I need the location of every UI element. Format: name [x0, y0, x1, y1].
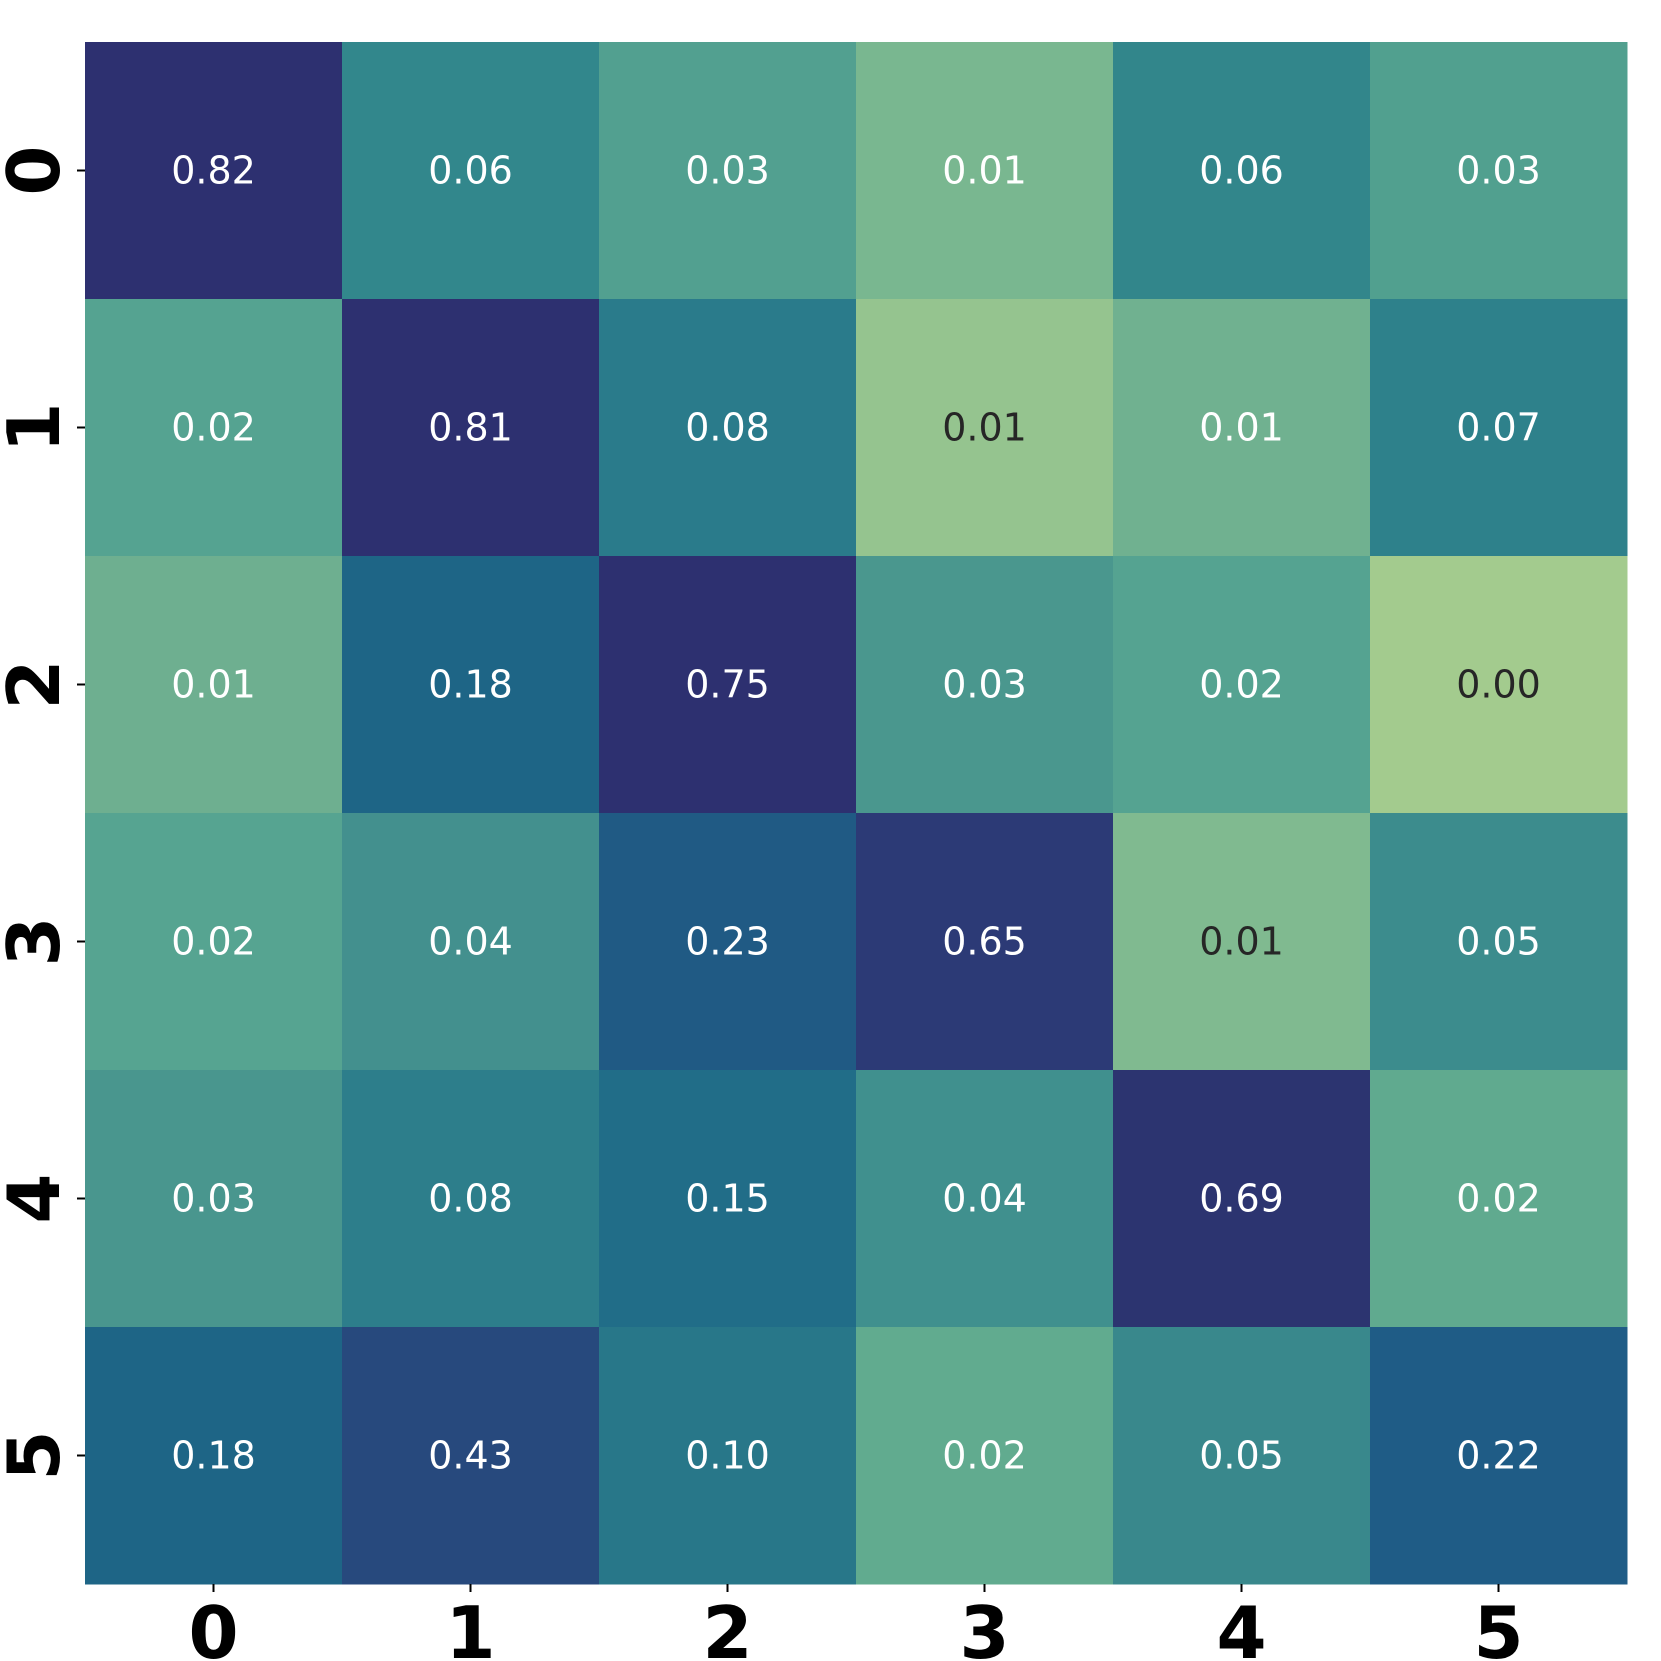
heatmap-cell-3-2 [599, 813, 857, 1071]
cell-value-label-3-0: 0.02 [171, 920, 256, 964]
cell-value-label-0-0: 0.82 [171, 149, 256, 193]
cell-value-label-3-1: 0.04 [428, 920, 513, 964]
heatmap-cell-0-5 [1370, 42, 1628, 300]
heatmap-cell-0-2 [599, 42, 857, 300]
heatmap-cell-3-1 [342, 813, 600, 1071]
cell-value-label-0-5: 0.03 [1456, 149, 1541, 193]
cell-value-label-5-3: 0.02 [942, 1434, 1027, 1478]
cell-value-label-2-2: 0.75 [685, 663, 770, 707]
cell-value-label-4-1: 0.08 [428, 1177, 513, 1221]
x-tick-label-0: 0 [188, 1591, 238, 1661]
heatmap-cell-1-0 [85, 299, 343, 557]
x-tick-label-5: 5 [1473, 1591, 1523, 1661]
y-tick-label-3: 3 [0, 916, 76, 966]
heatmap-cell-0-3 [856, 42, 1114, 300]
cell-value-label-1-2: 0.08 [685, 406, 770, 450]
y-tick-label-5: 5 [0, 1430, 76, 1480]
cell-value-label-3-5: 0.05 [1456, 920, 1541, 964]
heatmap-cell-1-5 [1370, 299, 1628, 557]
cell-value-label-4-3: 0.04 [942, 1177, 1027, 1221]
cell-value-label-1-4: 0.01 [1199, 406, 1284, 450]
cell-value-label-1-5: 0.07 [1456, 406, 1541, 450]
heatmap-cell-2-2 [599, 556, 857, 814]
cell-value-label-5-5: 0.22 [1456, 1434, 1541, 1478]
heatmap-cell-4-2 [599, 1070, 857, 1328]
heatmap-cell-4-1 [342, 1070, 600, 1328]
heatmap-cell-4-5 [1370, 1070, 1628, 1328]
heatmap-cell-3-3 [856, 813, 1114, 1071]
heatmap-cell-4-4 [1113, 1070, 1371, 1328]
cell-value-label-0-4: 0.06 [1199, 149, 1284, 193]
cell-value-label-0-3: 0.01 [942, 149, 1027, 193]
cell-value-label-4-2: 0.15 [685, 1177, 770, 1221]
cell-value-label-4-5: 0.02 [1456, 1177, 1541, 1221]
heatmap-cell-0-0 [85, 42, 343, 300]
heatmap-cell-5-4 [1113, 1327, 1371, 1585]
heatmap-cell-1-1 [342, 299, 600, 557]
cell-value-label-2-0: 0.01 [171, 663, 256, 707]
heatmap-cell-3-5 [1370, 813, 1628, 1071]
cell-value-label-5-2: 0.10 [685, 1434, 770, 1478]
cell-value-label-4-0: 0.03 [171, 1177, 256, 1221]
cell-value-label-5-0: 0.18 [171, 1434, 256, 1478]
cell-value-label-2-3: 0.03 [942, 663, 1027, 707]
x-tick-label-1: 1 [445, 1591, 495, 1661]
heatmap-cell-0-1 [342, 42, 600, 300]
heatmap-cell-3-0 [85, 813, 343, 1071]
heatmap-cell-4-3 [856, 1070, 1114, 1328]
cell-value-label-1-3: 0.01 [942, 406, 1027, 450]
heatmap-cell-1-2 [599, 299, 857, 557]
heatmap-cell-5-5 [1370, 1327, 1628, 1585]
x-tick-label-3: 3 [959, 1591, 1009, 1661]
cell-value-label-3-4: 0.01 [1199, 920, 1284, 964]
cell-value-label-4-4: 0.69 [1199, 1177, 1284, 1221]
cell-value-label-0-1: 0.06 [428, 149, 513, 193]
cell-value-label-5-4: 0.05 [1199, 1434, 1284, 1478]
heatmap-cell-1-3 [856, 299, 1114, 557]
cell-value-label-0-2: 0.03 [685, 149, 770, 193]
heatmap-cell-3-4 [1113, 813, 1371, 1071]
cell-value-label-3-2: 0.23 [685, 920, 770, 964]
y-tick-label-1: 1 [0, 402, 76, 452]
heatmap-cell-labels: 0.82 0.06 0.03 0.01 0.06 0.03 0.02 0.81 0.08 0.01… [171, 149, 1541, 1478]
heatmap-cell-5-0 [85, 1327, 343, 1585]
y-axis: 0 1 2 3 4 5 [0, 145, 85, 1481]
heatmap-cell-5-2 [599, 1327, 857, 1585]
y-tick-label-0: 0 [0, 145, 76, 195]
heatmap-cell-2-4 [1113, 556, 1371, 814]
y-tick-label-2: 2 [0, 659, 76, 709]
y-tick-label-4: 4 [0, 1173, 76, 1223]
x-tick-label-4: 4 [1216, 1591, 1266, 1661]
heatmap-cell-5-1 [342, 1327, 600, 1585]
heatmap-cell-1-4 [1113, 299, 1371, 557]
heatmap-cells [85, 42, 1628, 1585]
heatmap-cell-2-3 [856, 556, 1114, 814]
cell-value-label-2-1: 0.18 [428, 663, 513, 707]
cell-value-label-2-4: 0.02 [1199, 663, 1284, 707]
heatmap-cell-5-3 [856, 1327, 1114, 1585]
cell-value-label-1-0: 0.02 [171, 406, 256, 450]
heatmap-cell-2-5 [1370, 556, 1628, 814]
heatmap-cell-2-1 [342, 556, 600, 814]
heatmap-cell-2-0 [85, 556, 343, 814]
heatmap-cell-4-0 [85, 1070, 343, 1328]
cell-value-label-1-1: 0.81 [428, 406, 513, 450]
heatmap-cell-0-4 [1113, 42, 1371, 300]
cell-value-label-2-5: 0.00 [1456, 663, 1541, 707]
x-axis: 0 1 2 3 4 5 [188, 1584, 1524, 1661]
cell-value-label-3-3: 0.65 [942, 920, 1027, 964]
cell-value-label-5-1: 0.43 [428, 1434, 513, 1478]
x-tick-label-2: 2 [702, 1591, 752, 1661]
